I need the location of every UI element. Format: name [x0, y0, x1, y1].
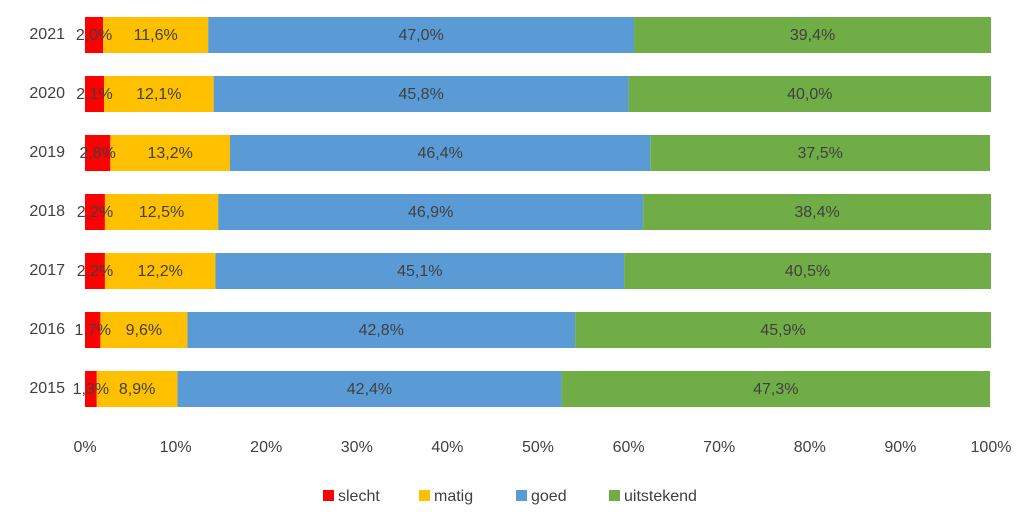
data-label: 2,2%: [77, 263, 113, 280]
data-label: 12,5%: [139, 204, 184, 221]
legend-swatch: [419, 490, 430, 501]
bar-segment: [85, 135, 111, 171]
bar-segment: [575, 312, 991, 348]
y-tick-label: 2018: [29, 203, 65, 220]
bar-segment: [561, 371, 991, 407]
data-label: 42,4%: [347, 381, 392, 398]
data-label: 2,0%: [76, 27, 112, 44]
legend-swatch: [609, 490, 620, 501]
data-label: 40,0%: [787, 86, 832, 103]
bar-segment: [215, 253, 625, 289]
bar-segment: [213, 76, 629, 112]
y-tick-label: 2020: [29, 85, 65, 102]
bar-segment: [624, 253, 991, 289]
y-tick-label: 2016: [29, 321, 65, 338]
bar-segment: [85, 253, 105, 289]
x-tick-label: 60%: [613, 439, 645, 456]
bar-segment: [85, 312, 101, 348]
bar-segment: [634, 17, 991, 53]
x-tick-label: 50%: [522, 439, 554, 456]
legend-label: slecht: [338, 488, 380, 505]
bar-segment: [628, 76, 991, 112]
bar-segment: [104, 253, 216, 289]
data-label: 12,1%: [136, 86, 181, 103]
bar-segment: [85, 194, 105, 230]
legend-swatch: [516, 490, 527, 501]
data-label: 45,1%: [397, 263, 442, 280]
data-label: 46,4%: [417, 145, 462, 162]
data-label: 9,6%: [126, 322, 162, 339]
data-label: 46,9%: [408, 204, 453, 221]
x-tick-label: 30%: [341, 439, 373, 456]
bar-segment: [103, 17, 209, 53]
data-label: 12,2%: [138, 263, 183, 280]
data-label: 1,3%: [73, 381, 109, 398]
y-tick-label: 2015: [29, 380, 65, 397]
data-label: 47,0%: [398, 27, 443, 44]
x-tick-label: 10%: [160, 439, 192, 456]
bar-segment: [208, 17, 635, 53]
bar-segment: [100, 312, 188, 348]
data-label: 45,8%: [398, 86, 443, 103]
data-label: 38,4%: [794, 204, 839, 221]
data-label: 40,5%: [785, 263, 830, 280]
data-label: 2,2%: [77, 204, 113, 221]
bar-segment: [96, 371, 178, 407]
x-tick-label: 80%: [794, 439, 826, 456]
y-tick-label: 2021: [29, 26, 65, 43]
bar-segment: [104, 194, 219, 230]
data-label: 47,3%: [753, 381, 798, 398]
x-tick-label: 0%: [73, 439, 96, 456]
data-label: 2,8%: [79, 145, 115, 162]
x-tick-label: 40%: [431, 439, 463, 456]
bar-segment: [229, 135, 651, 171]
data-label: 1,7%: [74, 322, 110, 339]
data-label: 8,9%: [119, 381, 155, 398]
legend-label: goed: [531, 488, 567, 505]
bar-segment: [85, 371, 97, 407]
bar-segment: [643, 194, 991, 230]
legend-swatch: [323, 490, 334, 501]
data-label: 37,5%: [798, 145, 843, 162]
x-tick-label: 90%: [884, 439, 916, 456]
data-label: 13,2%: [147, 145, 192, 162]
x-tick-label: 20%: [250, 439, 282, 456]
data-label: 45,9%: [760, 322, 805, 339]
x-tick-label: 100%: [971, 439, 1012, 456]
bar-segment: [85, 76, 105, 112]
bar-segment: [104, 76, 214, 112]
data-label: 39,4%: [790, 27, 835, 44]
legend-label: uitstekend: [624, 488, 697, 505]
bar-segment: [85, 17, 104, 53]
bar-segment: [650, 135, 991, 171]
data-label: 11,6%: [134, 27, 178, 44]
y-tick-label: 2019: [29, 144, 65, 161]
y-tick-label: 2017: [29, 262, 65, 279]
data-label: 42,8%: [359, 322, 404, 339]
bar-segment: [177, 371, 562, 407]
bar-segment: [218, 194, 644, 230]
x-tick-label: 70%: [703, 439, 735, 456]
data-label: 2,1%: [76, 86, 112, 103]
bar-segment: [187, 312, 576, 348]
legend-label: matig: [434, 488, 473, 505]
bar-segment: [110, 135, 230, 171]
